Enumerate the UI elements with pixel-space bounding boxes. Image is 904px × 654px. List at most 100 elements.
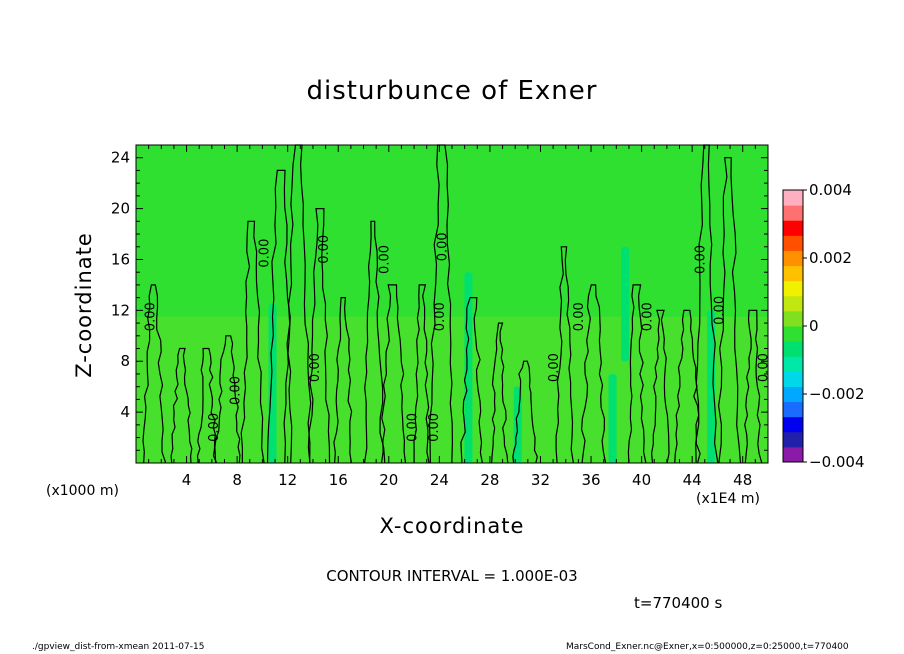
- contour-line: [491, 322, 509, 464]
- contour-line: [240, 220, 265, 464]
- colorbar: 0.004 0.002 0 −0.002 −0.004: [782, 181, 865, 471]
- y-tick-label: 24: [111, 149, 130, 167]
- contour-line: [580, 284, 607, 464]
- contour-label: 0.00: [757, 353, 772, 382]
- footer-script-info: ./gpview_dist-from-xmean 2011-07-15: [32, 642, 205, 652]
- contour-line: [555, 246, 574, 464]
- colorbar-swatch: [783, 190, 803, 206]
- contour-line: [460, 297, 483, 464]
- field-background: [136, 145, 768, 463]
- colorbar-tick-label: 0: [809, 317, 819, 335]
- color-field: [136, 145, 768, 463]
- contour-label: 0.00: [436, 232, 451, 261]
- contour-label: 0.00: [572, 302, 587, 331]
- contour-lines: [142, 144, 763, 464]
- colorbar-swatch: [783, 205, 803, 221]
- x-tick-label: 20: [379, 471, 398, 489]
- colorbar-swatch: [783, 310, 803, 327]
- colorbar-swatch: [783, 235, 803, 251]
- colorbar-swatch: [783, 446, 803, 463]
- field-negative-patch: [268, 304, 277, 463]
- contour-line: [196, 347, 218, 464]
- contour-line: [363, 220, 386, 464]
- colorbar-swatch: [783, 326, 803, 342]
- colorbar-swatch: [783, 371, 803, 387]
- x-axis-label: X-coordinate: [379, 514, 525, 538]
- x-unit-right: (x1E4 m): [696, 491, 760, 507]
- x-tick-label: 24: [430, 471, 449, 489]
- contour-line: [266, 169, 293, 464]
- x-axis-ticks: 4 8 12 16 20 24 28 32 36 40 44 48: [135, 145, 769, 489]
- contour-line: [307, 208, 331, 464]
- contour-label: 0.00: [640, 302, 655, 331]
- field-negative-patch: [621, 246, 630, 362]
- x-tick-label: 48: [733, 471, 752, 489]
- footer-file-info: MarsCond_Exner.nc@Exner,x=0:500000,z=0:2…: [566, 642, 849, 652]
- y-axis-label: Z-coordinate: [72, 232, 96, 378]
- contour-line: [627, 284, 647, 464]
- colorbar-tick-label: 0.004: [809, 181, 852, 199]
- contour-line: [717, 157, 742, 464]
- x-tick-label: 32: [531, 471, 550, 489]
- x-tick-label: 40: [632, 471, 651, 489]
- contour-line: [650, 309, 670, 464]
- y-tick-label: 4: [120, 403, 130, 421]
- x-tick-label: 12: [278, 471, 297, 489]
- contour-line: [214, 335, 241, 464]
- x-tick-label: 44: [683, 471, 702, 489]
- contour-label: 0.00: [207, 413, 222, 442]
- chart-title: disturbunce of Exner: [306, 76, 598, 106]
- contour-line: [142, 284, 167, 464]
- colorbar-tick-label: −0.002: [809, 385, 865, 403]
- contour-label: 0.00: [547, 353, 562, 382]
- colorbar-swatch: [783, 250, 803, 267]
- contour-line: [380, 284, 407, 464]
- contour-label: 0.00: [712, 296, 727, 325]
- colorbar-swatch: [783, 341, 803, 357]
- x-tick-label: 36: [581, 471, 600, 489]
- contour-labels: 0.00 0.00 0.00 0.00 0.00 0.00 0.00 0.00 0.00 0.00…: [144, 232, 772, 442]
- colorbar-swatch: [783, 265, 803, 282]
- contour-interval-text: CONTOUR INTERVAL = 1.000E-03: [326, 567, 578, 585]
- contour-line: [413, 284, 430, 464]
- colorbar-swatch: [783, 386, 803, 403]
- colorbar-swatch: [783, 280, 803, 297]
- x-tick-label: 8: [232, 471, 242, 489]
- contour-label: 0.00: [433, 302, 448, 331]
- x-tick-label: 4: [182, 471, 192, 489]
- contour-label: 0.00: [144, 302, 159, 331]
- x-unit-left: (x1000 m): [46, 483, 119, 499]
- y-tick-label: 12: [111, 301, 130, 319]
- contour-line: [333, 297, 353, 464]
- contour-label: 0.00: [308, 353, 323, 382]
- y-axis-ticks: 4 8 12 16 20 24: [111, 144, 768, 464]
- contour-line: [512, 360, 538, 464]
- colorbar-tick-label: 0.002: [809, 249, 852, 267]
- field-negative-patch: [464, 272, 473, 463]
- field-negative-patch: [707, 310, 716, 463]
- contour-line: [744, 309, 763, 464]
- contour-label: 0.00: [427, 413, 442, 442]
- contour-label: 0.00: [378, 245, 393, 274]
- contour-label: 0.00: [694, 245, 709, 274]
- contour-label: 0.00: [228, 376, 243, 405]
- y-tick-label: 16: [111, 250, 130, 268]
- contour-line: [170, 347, 193, 464]
- colorbar-tick-label: −0.004: [809, 453, 865, 471]
- colorbar-swatch: [783, 356, 803, 372]
- y-tick-label: 8: [120, 352, 130, 370]
- contour-label: 0.00: [317, 235, 332, 264]
- colorbar-swatch: [783, 295, 803, 312]
- y-tick-label: 20: [111, 200, 130, 218]
- colorbar-swatch: [783, 416, 803, 433]
- field-negative-patch: [608, 373, 617, 463]
- x-tick-label: 28: [480, 471, 499, 489]
- time-label: t=770400 s: [634, 594, 723, 612]
- colorbar-swatch: [783, 431, 803, 448]
- x-tick-label: 16: [329, 471, 348, 489]
- colorbar-swatch: [783, 220, 803, 236]
- contour-label: 0.00: [257, 239, 272, 268]
- contour-label: 0.00: [405, 413, 420, 442]
- colorbar-swatch: [783, 401, 803, 418]
